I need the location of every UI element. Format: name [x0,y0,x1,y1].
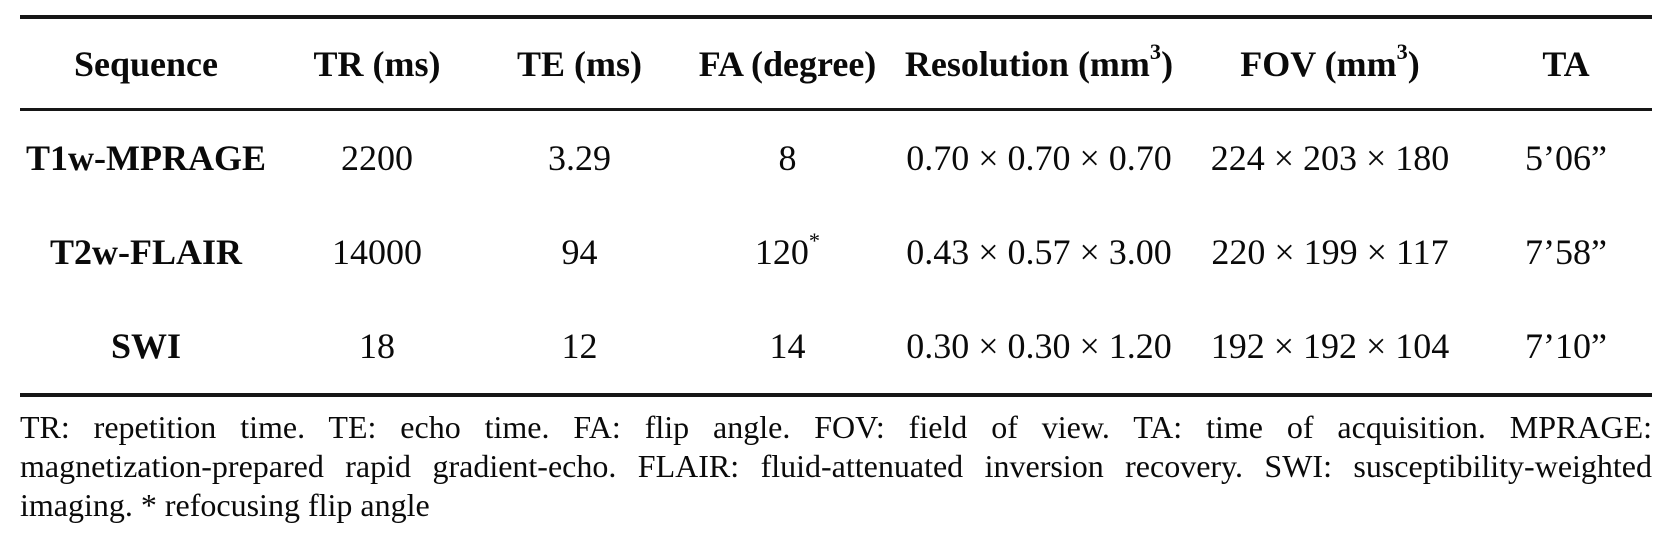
fa-value: 14 [769,326,806,366]
cell-te: 3.29 [548,138,611,178]
cell-sequence: SWI [110,326,182,366]
header-row: Sequence TR (ms) TE (ms) FA (degree) Res… [20,17,1652,111]
col-header-fov-label: FOV (mm [1240,43,1397,84]
cell-te: 94 [561,232,598,272]
footnote-line-1: TR: repetition time. TE: echo time. FA: … [20,409,1652,445]
cell-ta: 5’06” [1525,138,1607,178]
cell-ta: 7’58” [1525,232,1607,272]
cell-resolution: 0.30 × 0.30 × 1.20 [906,326,1172,366]
cell-tr: 18 [359,326,395,366]
cell-sequence: T1w-MPRAGE [26,138,266,178]
col-header-resolution-label: Resolution (mm [904,43,1150,84]
fa-asterisk: * [808,227,821,253]
col-header-sequence: Sequence [20,17,272,111]
col-header-resolution: Resolution (mm3) [898,17,1180,111]
col-header-resolution-sup: 3 [1149,39,1162,65]
col-header-fa: FA (degree) [677,17,898,111]
col-header-tr-label: TR (ms) [313,43,441,84]
table-footnote: TR: repetition time. TE: echo time. FA: … [20,408,1652,525]
cell-fov: 220 × 199 × 117 [1211,232,1449,272]
cell-fa: 8 [677,110,898,206]
cell-resolution: 0.43 × 0.57 × 3.00 [906,232,1172,272]
col-header-ta: TA [1480,17,1652,111]
col-header-sequence-label: Sequence [74,43,218,84]
footnote-line-2: magnetization-prepared rapid gradient-ec… [20,448,1652,484]
mri-parameters-table: Sequence TR (ms) TE (ms) FA (degree) Res… [20,15,1652,397]
cell-fov: 192 × 192 × 104 [1210,326,1450,366]
table-row: T2w-FLAIR 14000 94 120* 0.43 × 0.57 × 3.… [20,205,1652,299]
cell-fa: 14 [677,299,898,395]
fa-value: 8 [778,138,797,178]
col-header-fa-label: FA (degree) [698,43,877,84]
fa-value: 120 [754,232,809,272]
col-header-tr: TR (ms) [272,17,482,111]
col-header-fov: FOV (mm3) [1180,17,1480,111]
footnote-line-3: imaging. * refocusing flip angle [20,487,430,523]
col-header-te-label: TE (ms) [517,43,642,84]
cell-te: 12 [561,326,598,366]
col-header-ta-label: TA [1542,43,1590,84]
cell-tr: 14000 [332,232,422,272]
cell-sequence: T2w-FLAIR [49,232,242,272]
col-header-fov-sup: 3 [1396,39,1408,65]
cell-tr: 2200 [341,138,413,178]
col-header-te: TE (ms) [482,17,677,111]
table-row: SWI 18 12 14 0.30 × 0.30 × 1.20 192 × 19… [20,299,1652,395]
cell-resolution: 0.70 × 0.70 × 0.70 [906,138,1172,178]
cell-ta: 7’10” [1525,326,1607,366]
cell-fa: 120* [677,205,898,299]
cell-fov: 224 × 203 × 180 [1210,138,1450,178]
table-row: T1w-MPRAGE 2200 3.29 8 0.70 × 0.70 × 0.7… [20,110,1652,206]
